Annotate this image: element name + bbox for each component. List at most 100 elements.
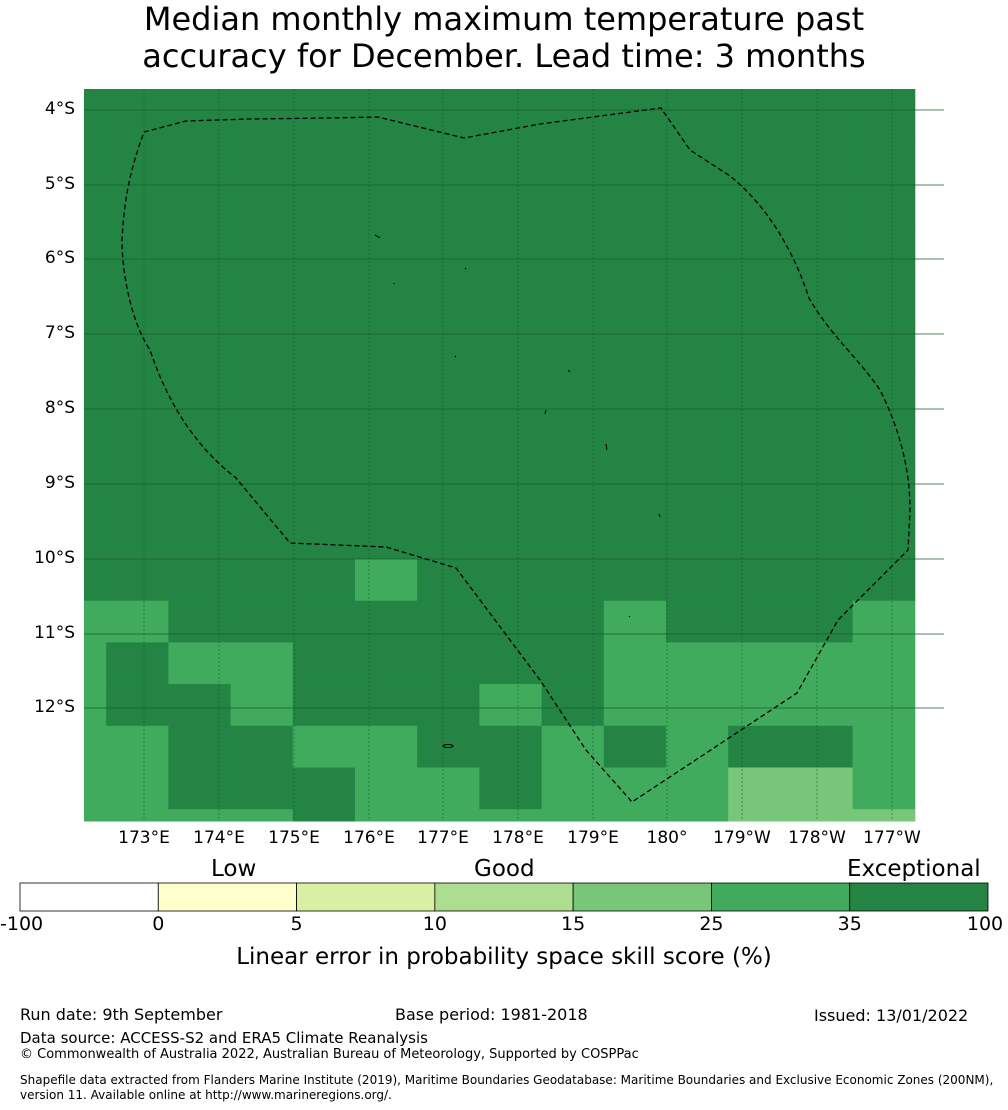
grid-cell	[230, 183, 294, 231]
grid-cell	[790, 277, 854, 325]
longitude-label: 174°E	[193, 828, 245, 848]
grid-cell	[417, 725, 480, 768]
grid-cell	[541, 136, 605, 184]
grid-cell	[84, 136, 107, 184]
grid-cell	[106, 512, 169, 560]
grid-cell	[666, 512, 729, 560]
grid-cell	[728, 89, 791, 137]
grid-cell	[355, 324, 418, 372]
grid-cell	[106, 230, 169, 278]
colorbar-tick-label: 100	[966, 913, 1004, 935]
grid-cell	[790, 642, 854, 685]
grid-cell	[230, 230, 294, 278]
skill-grid	[84, 89, 916, 822]
longitude-label: 178°W	[788, 828, 846, 848]
grid-cell	[84, 277, 107, 325]
grid-cell	[230, 324, 294, 372]
grid-cell	[292, 684, 356, 727]
grid-cell	[728, 809, 791, 822]
grid-cell	[417, 89, 480, 137]
grid-cell	[603, 183, 667, 231]
grid-cell	[230, 642, 294, 685]
grid-cell	[106, 183, 169, 231]
grid-cell	[852, 183, 916, 231]
grid-cell	[417, 809, 480, 822]
grid-cell	[479, 277, 543, 325]
grid-cell	[728, 465, 791, 513]
grid-cell	[292, 183, 356, 231]
grid-cell	[666, 230, 729, 278]
grid-cell	[292, 809, 356, 822]
grid-cell	[603, 767, 667, 810]
grid-cell	[417, 684, 480, 727]
colorbar-tick-label: -100	[0, 913, 44, 935]
grid-cell	[292, 89, 356, 137]
grid-cell	[230, 600, 294, 643]
grid-cell	[168, 559, 232, 602]
grid-cell	[728, 230, 791, 278]
grid-cell	[84, 809, 107, 822]
grid-cell	[852, 559, 916, 602]
grid-cell	[541, 183, 605, 231]
latitude-label: 6°S	[44, 248, 75, 268]
grid-cell	[790, 684, 854, 727]
grid-cell	[728, 418, 791, 466]
island	[605, 443, 608, 451]
grid-cell	[292, 600, 356, 643]
grid-cell	[230, 89, 294, 137]
grid-cell	[728, 559, 791, 602]
grid-cell	[168, 465, 232, 513]
grid-cell	[479, 809, 543, 822]
grid-cell	[355, 600, 418, 643]
longitude-label: 179°E	[567, 828, 619, 848]
longitude-label: 180°	[646, 828, 688, 848]
grid-cell	[728, 767, 791, 810]
grid-cell	[728, 324, 791, 372]
grid-cell	[852, 600, 916, 643]
grid-cell	[355, 809, 418, 822]
grid-cell	[168, 89, 232, 137]
grid-cell	[541, 277, 605, 325]
grid-cell	[479, 371, 543, 419]
graticule	[84, 89, 944, 821]
colorbar-segment	[157, 882, 297, 912]
grid-cell	[106, 277, 169, 325]
grid-cell	[417, 600, 480, 643]
grid-cell	[84, 767, 107, 810]
grid-cell	[852, 136, 916, 184]
grid-cell	[168, 418, 232, 466]
grid-cell	[84, 684, 107, 727]
grid-cell	[106, 684, 169, 727]
grid-cell	[230, 371, 294, 419]
grid-cell	[417, 371, 480, 419]
grid-cell	[666, 809, 729, 822]
island	[567, 369, 571, 373]
grid-cell	[479, 600, 543, 643]
latitude-label: 10°S	[34, 548, 75, 568]
grid-cell	[168, 767, 232, 810]
grid-cell	[417, 277, 480, 325]
grid-cell	[603, 725, 667, 768]
longitude-label: 177°E	[417, 828, 469, 848]
grid-cell	[417, 767, 480, 810]
grid-cell	[292, 324, 356, 372]
grid-cell	[230, 277, 294, 325]
grid-cell	[541, 767, 605, 810]
grid-cell	[106, 371, 169, 419]
grid-cell	[168, 600, 232, 643]
grid-cell	[106, 418, 169, 466]
grid-cell	[790, 559, 854, 602]
grid-cell	[479, 89, 543, 137]
grid-cell	[852, 465, 916, 513]
grid-cell	[603, 559, 667, 602]
grid-cell	[479, 136, 543, 184]
grid-cell	[666, 324, 729, 372]
island	[442, 744, 454, 748]
grid-cell	[84, 600, 107, 643]
grid-cell	[790, 324, 854, 372]
grid-cell	[666, 183, 729, 231]
grid-cell	[666, 600, 729, 643]
grid-cell	[790, 371, 854, 419]
grid-cell	[355, 767, 418, 810]
grid-cell	[355, 277, 418, 325]
